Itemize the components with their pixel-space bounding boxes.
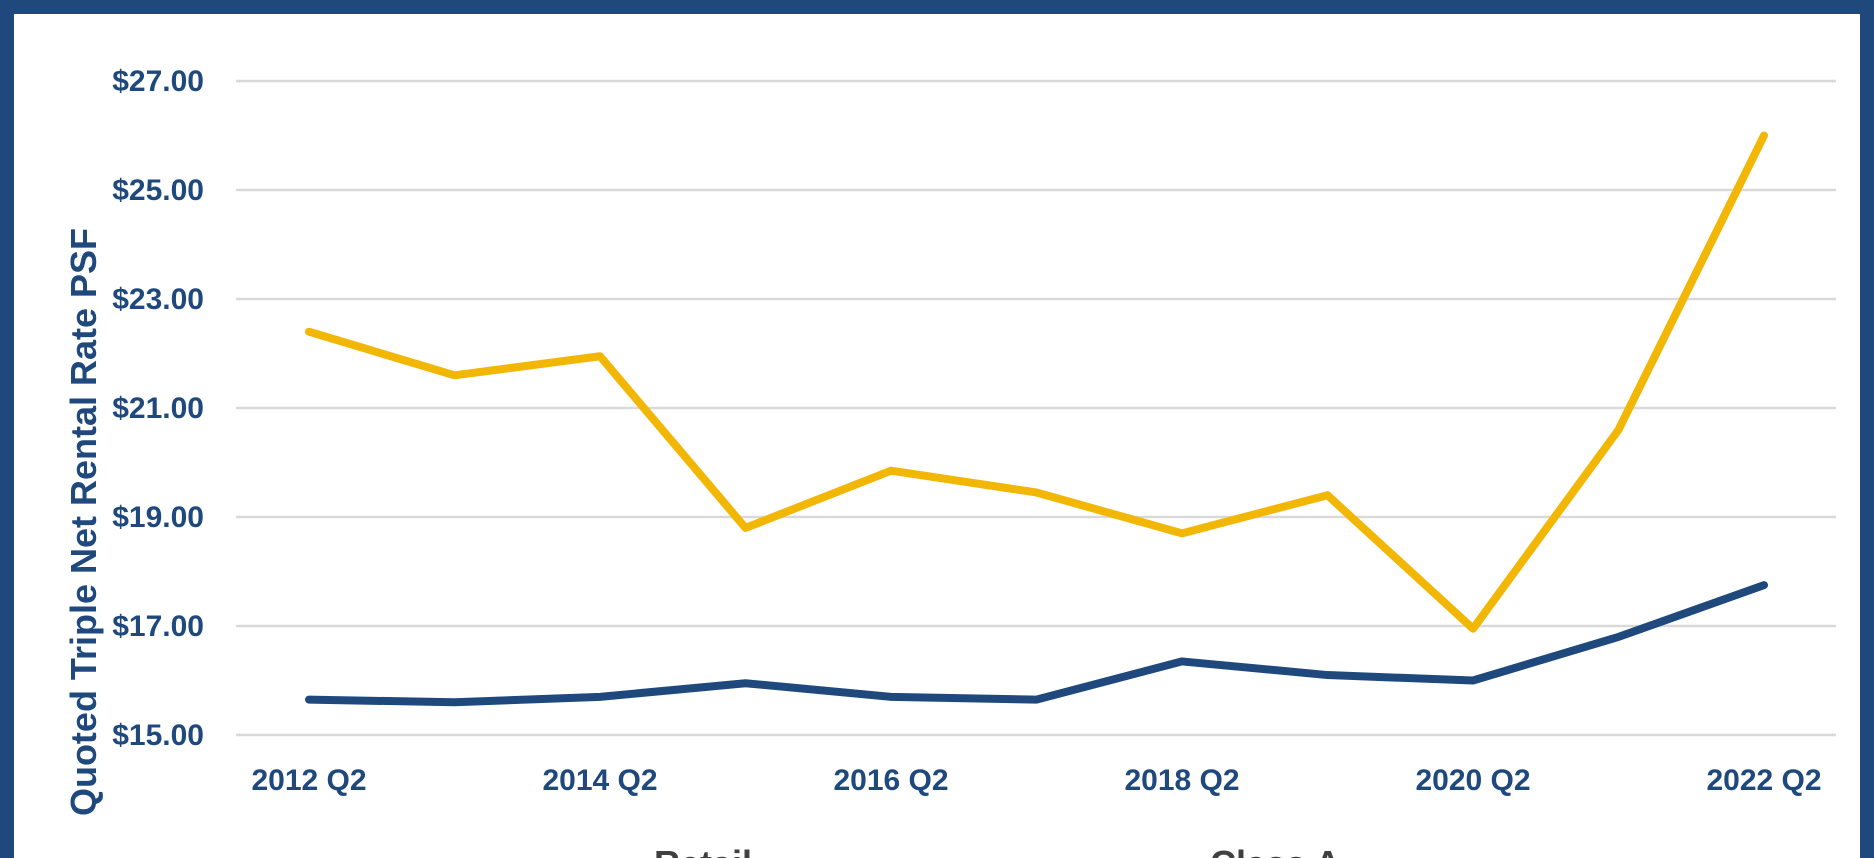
data-point-class-a (454, 374, 455, 376)
x-tick-label: 2018 Q2 (1124, 764, 1239, 797)
data-point-retail (1181, 660, 1183, 662)
x-tick-label: 2014 Q2 (542, 764, 657, 797)
data-point-retail (1327, 674, 1328, 676)
data-point-class-a (1618, 429, 1619, 431)
data-point-class-a (1763, 135, 1765, 136)
legend: Retail Class A (654, 843, 1341, 858)
data-point-class-a (599, 355, 601, 357)
x-tick-label: 2016 Q2 (833, 764, 948, 797)
data-point-class-a (1472, 628, 1474, 630)
gridlines (236, 79, 1836, 737)
data-point-retail (308, 699, 310, 701)
y-axis-ticks: $15.00 $17.00 $19.00 $21.00 $23.00 $25.00 $27.… (112, 65, 204, 752)
data-point-retail (1763, 584, 1765, 586)
series-line-class-a (305, 131, 1768, 633)
x-tick-label: 2020 Q2 (1415, 764, 1530, 797)
data-point-retail (1618, 636, 1619, 638)
line-chart: $15.00 $17.00 $19.00 $21.00 $23.00 $25.00 $27.… (63, 65, 1836, 858)
data-point-class-a (1327, 494, 1328, 496)
x-tick-label: 2022 Q2 (1706, 764, 1821, 797)
y-tick-label: $19.00 (112, 501, 204, 534)
data-point-class-a (1181, 532, 1183, 534)
y-axis-title: Quoted Triple Net Rental Rate PSF (63, 228, 104, 816)
x-tick-label: 2012 Q2 (251, 764, 366, 797)
data-point-class-a (890, 470, 892, 472)
data-point-retail (745, 682, 746, 684)
data-point-class-a (1036, 491, 1037, 493)
legend-label-retail: Retail (654, 843, 752, 858)
data-point-retail (890, 696, 892, 698)
data-point-class-a (745, 527, 746, 529)
y-tick-label: $25.00 (112, 174, 204, 207)
data-point-retail (599, 696, 601, 698)
y-tick-label: $15.00 (112, 719, 204, 752)
x-axis-ticks: 2012 Q2 2014 Q2 2016 Q2 2018 Q2 2020 Q2 2022 … (251, 764, 1821, 797)
series-lines (305, 131, 1768, 707)
y-tick-label: $21.00 (112, 392, 204, 425)
series-line-retail (305, 581, 1768, 707)
y-tick-label: $17.00 (112, 610, 204, 643)
data-point-retail (454, 701, 455, 703)
legend-label-class-a: Class A (1210, 843, 1341, 858)
data-point-retail (1472, 680, 1474, 681)
data-point-retail (1036, 699, 1037, 701)
y-tick-label: $27.00 (112, 65, 204, 98)
y-tick-label: $23.00 (112, 283, 204, 316)
data-point-class-a (308, 331, 310, 333)
